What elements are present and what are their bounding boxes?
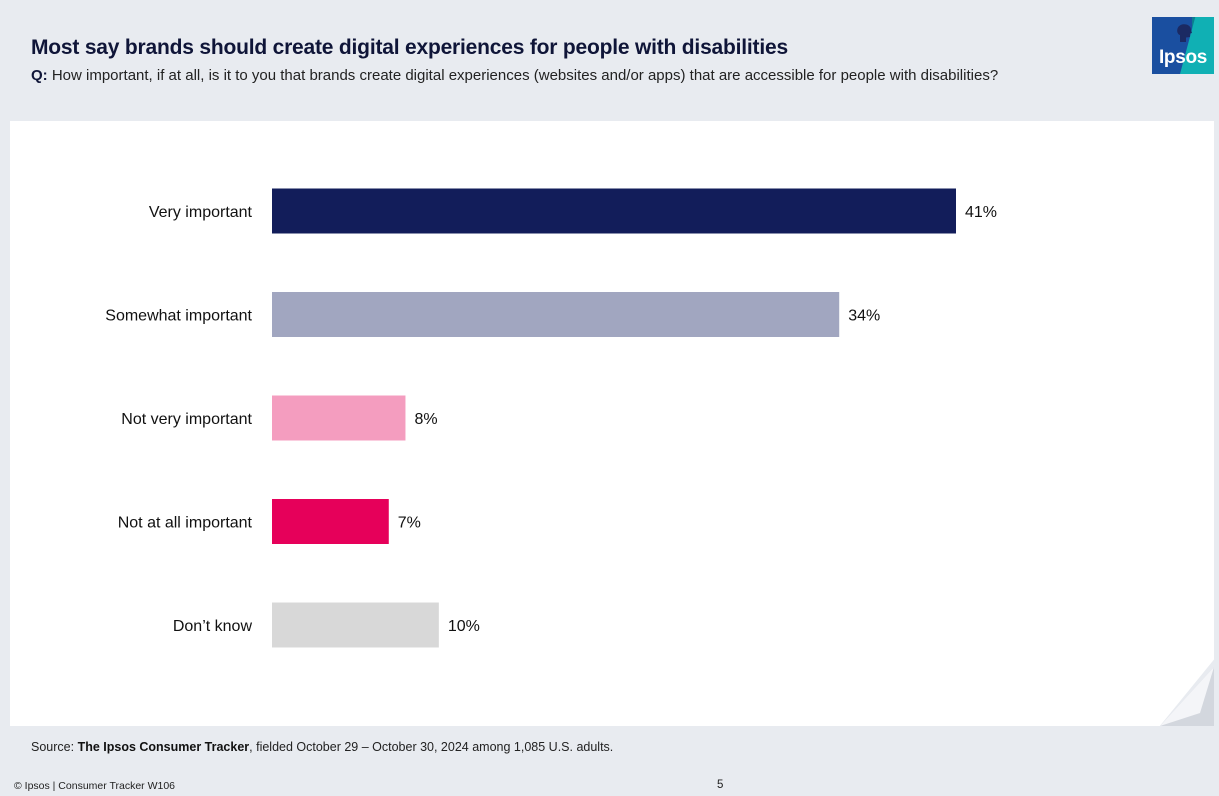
source-detail: , fielded October 29 – October 30, 2024 …: [249, 740, 614, 754]
category-label-not-at-all-important: Not at all important: [118, 515, 253, 532]
footer-copyright: © Ipsos | Consumer Tracker W106: [14, 780, 176, 792]
category-label-not-very-important: Not very important: [121, 411, 252, 428]
page-title: Most say brands should create digital ex…: [31, 36, 788, 59]
question-prefix: Q:: [31, 67, 48, 84]
ipsos-logo: Ipsos: [1152, 17, 1214, 74]
category-label-very-important: Very important: [149, 204, 253, 221]
value-label-somewhat-important: 34%: [848, 308, 880, 325]
category-label-don-t-know: Don’t know: [173, 618, 253, 635]
question-text: Q: How important, if at all, is it to yo…: [31, 66, 1031, 85]
page-number: 5: [717, 779, 724, 791]
question-body: How important, if at all, is it to you t…: [47, 67, 999, 84]
bar-don-t-know: [272, 602, 439, 648]
value-label-not-at-all-important: 7%: [398, 515, 421, 532]
source-note: Source: The Ipsos Consumer Tracker, fiel…: [31, 740, 613, 754]
bar-very-important: [272, 188, 956, 234]
chart-panel: Very important 41% Somewhat important 34% No…: [10, 121, 1214, 726]
logo-text: Ipsos: [1158, 47, 1208, 68]
value-label-don-t-know: 10%: [448, 618, 480, 635]
logo-head-icon: [1177, 24, 1192, 42]
value-label-not-very-important: 8%: [414, 411, 437, 428]
bar-chart: Very important 41% Somewhat important 34% No…: [105, 188, 997, 648]
bar-not-at-all-important: [272, 499, 389, 544]
value-label-very-important: 41%: [965, 204, 997, 221]
bar-somewhat-important: [272, 292, 840, 337]
source-name: The Ipsos Consumer Tracker: [77, 740, 250, 754]
bar-not-very-important: [272, 395, 406, 441]
category-label-somewhat-important: Somewhat important: [105, 308, 252, 325]
page-fold-corner: [1160, 667, 1214, 726]
source-prefix: Source:: [31, 740, 78, 754]
